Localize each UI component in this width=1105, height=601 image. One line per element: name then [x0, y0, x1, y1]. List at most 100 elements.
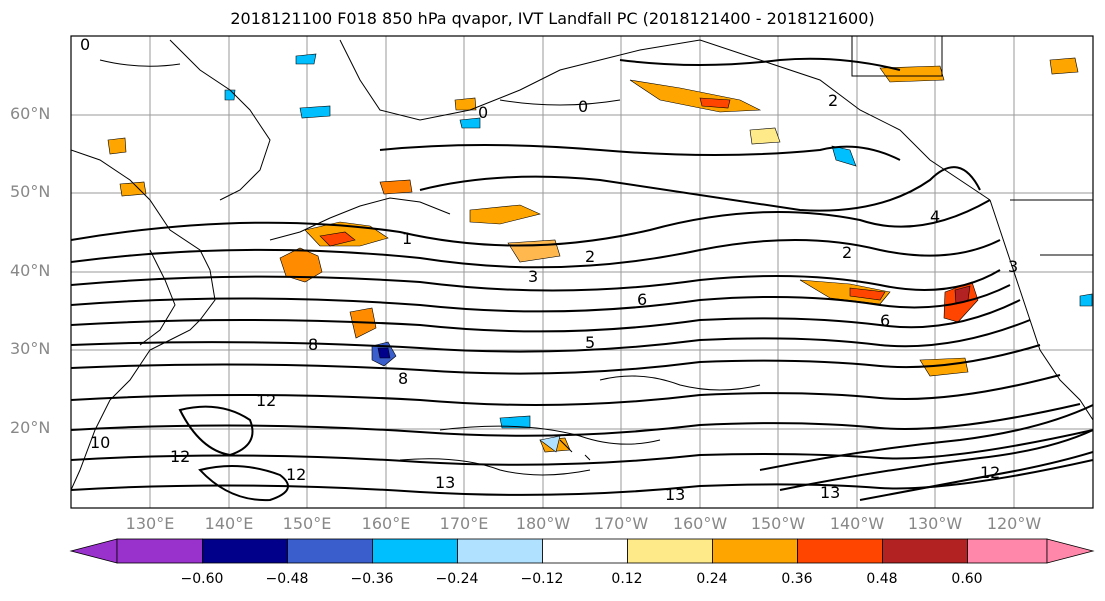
contour-line [399, 458, 591, 476]
lon-label: 150°E [282, 514, 332, 533]
contour-label: 8 [308, 335, 318, 354]
lon-label: 180°W [515, 514, 571, 533]
positive-anomaly-patch [119, 181, 147, 197]
contour-line [71, 429, 1093, 466]
negative-anomaly-patch [295, 53, 317, 65]
positive-anomaly-patch [469, 204, 541, 225]
colorbar-tick-label: 0.24 [696, 571, 728, 587]
contour-line [859, 451, 1093, 501]
colorbar-segment [797, 538, 883, 564]
positive-anomaly-patch [379, 179, 413, 195]
contour-line [419, 166, 981, 212]
positive-anomaly-patch [699, 97, 731, 109]
contour-label: 13 [435, 473, 455, 492]
colorbar-tick-label: −0.12 [520, 571, 564, 587]
aleutian-chain [269, 197, 451, 241]
contour-line [71, 269, 1001, 292]
lon-label: 130°E [125, 514, 175, 533]
contour-line [779, 429, 1093, 491]
contour-label: 3 [528, 267, 538, 286]
negative-anomaly-patch [539, 435, 561, 453]
colorbar-tick-label: 0.12 [611, 571, 643, 587]
contour-line [99, 59, 181, 67]
contour-label: 5 [585, 333, 595, 352]
contour-line [178, 405, 254, 457]
colorbar-segment [542, 538, 628, 564]
contour-label: 12 [286, 465, 306, 484]
colorbar-tick-label: 0.60 [951, 571, 983, 587]
contour-label: 12 [256, 391, 276, 410]
colorbar-tick-label: −0.60 [180, 571, 224, 587]
japan-coast [139, 249, 176, 346]
colorbar-extend-high [1046, 538, 1095, 564]
country-border-box [851, 36, 943, 77]
contour-line [71, 374, 1061, 406]
colorbar-extend-low [69, 538, 118, 564]
contour-line [71, 284, 1011, 313]
contour-label: 1 [402, 229, 412, 248]
lat-label: 40°N [10, 261, 51, 280]
contour-line [71, 239, 1001, 269]
negative-anomaly-patch [299, 105, 331, 119]
positive-anomaly-patch [1049, 57, 1079, 75]
colorbar [69, 538, 1095, 564]
contour-line [71, 403, 1081, 437]
contour-label: 2 [828, 91, 838, 110]
negative-anomaly-patch [499, 415, 531, 429]
contour-line [198, 465, 289, 502]
lon-label: 150°W [750, 514, 806, 533]
contour-label: 3 [1008, 257, 1018, 276]
contour-labels: 0 0 0 1 2 2 2 3 3 4 5 6 6 8 8 12 12 12 1… [80, 35, 1018, 504]
negative-anomaly-patch [1079, 293, 1093, 307]
contour-line [71, 319, 1031, 353]
contour-line [439, 425, 661, 445]
contour-label: 13 [665, 485, 685, 504]
map-frame [70, 35, 1094, 509]
map-title: 2018121100 F018 850 hPa qvapor, IVT Land… [230, 9, 875, 28]
contour-label: 6 [637, 290, 647, 309]
colorbar-segment [627, 538, 713, 564]
positive-anomaly-patch [919, 357, 969, 377]
contour-line [599, 375, 761, 391]
positive-anomaly-patch [454, 97, 477, 111]
colorbar-segment [457, 538, 543, 564]
colorbar-tick-label: 0.48 [866, 571, 898, 587]
colorbar-tick-label: −0.48 [265, 571, 309, 587]
colorbar-tick-label: −0.24 [435, 571, 479, 587]
lon-label: 140°E [204, 514, 254, 533]
lat-label: 20°N [10, 418, 51, 437]
contour-label: 12 [170, 447, 190, 466]
contour-line [71, 199, 991, 247]
positive-anomaly-patch [107, 137, 127, 155]
hawaii-islands [559, 439, 591, 461]
colorbar-segment [116, 538, 203, 564]
contour-label: 8 [398, 369, 408, 388]
contour-label: 2 [842, 243, 852, 262]
colorbar-segment [202, 538, 288, 564]
lon-label: 160°W [672, 514, 728, 533]
contour-label: 2 [585, 247, 595, 266]
contour-label: 0 [478, 103, 488, 122]
contour-lines [71, 57, 1093, 502]
canada-us-border [1010, 199, 1093, 256]
lat-label: 50°N [10, 182, 51, 201]
contour-line [71, 344, 1041, 375]
negative-anomaly-patch [459, 117, 481, 129]
lon-label: 120°W [986, 514, 1042, 533]
positive-anomaly-patch [319, 231, 356, 247]
contour-line [619, 57, 901, 71]
colorbar-segment [372, 538, 458, 564]
negative-anomaly-patch [377, 347, 391, 359]
contour-line [71, 299, 1021, 333]
contour-label: 13 [820, 483, 840, 502]
contour-lines-thin [99, 59, 761, 476]
contour-label: 10 [90, 433, 110, 452]
lat-label: 60°N [10, 104, 51, 123]
positive-anomaly-patch [749, 127, 781, 145]
colorbar-segment [287, 538, 373, 564]
lon-label: 130°W [907, 514, 963, 533]
colorbar-segment [882, 538, 968, 564]
contour-line [499, 99, 621, 106]
colorbar-segment [712, 538, 798, 564]
